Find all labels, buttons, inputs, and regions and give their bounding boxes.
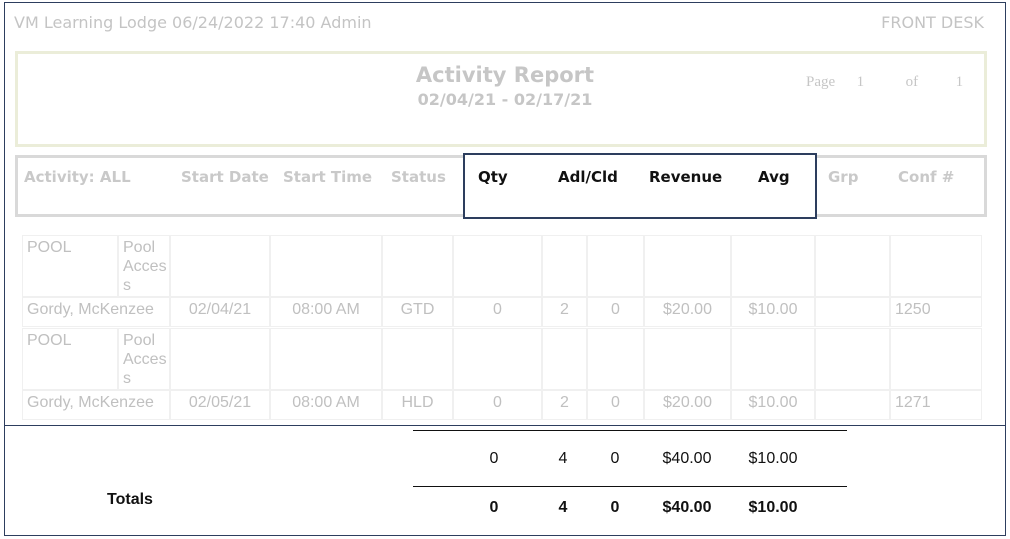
totals-rule (413, 486, 847, 487)
qty-cell: 0 (453, 297, 542, 327)
col-header-grp: Grp (828, 168, 859, 186)
empty-cell (542, 328, 587, 390)
col-header-conf: Conf # (898, 168, 955, 186)
empty-cell (890, 235, 982, 297)
subtotal-qty: 0 (489, 450, 499, 467)
department-label: FRONT DESK (881, 13, 984, 32)
grp-cell (815, 390, 890, 420)
total-children: 0 (610, 499, 620, 516)
empty-cell (644, 235, 731, 297)
activity-cell: POOL (22, 235, 118, 297)
empty-cell (270, 328, 382, 390)
empty-cell (731, 235, 815, 297)
col-header-status: Status (391, 168, 446, 186)
empty-cell (815, 328, 890, 390)
subtotal-avg: $10.00 (748, 450, 798, 467)
subtotal-adults: 4 (558, 450, 568, 467)
empty-cell (890, 328, 982, 390)
col-header-qty: Qty (478, 168, 508, 186)
col-header-activity: Activity: ALL (24, 168, 131, 186)
empty-cell (644, 328, 731, 390)
report-title: Activity Report (415, 63, 595, 87)
highlighted-columns (463, 153, 817, 219)
totals-section (4, 425, 1006, 536)
avg-cell: $10.00 (731, 297, 815, 327)
page-current: 1 (856, 74, 865, 90)
page-indicator: Page 1 of 1 (806, 74, 963, 91)
status-cell: HLD (382, 390, 453, 420)
page-label: Page (806, 74, 836, 90)
empty-cell (382, 235, 453, 297)
sub-activity-cell: Pool Access (118, 235, 170, 297)
page-total: 1 (955, 74, 964, 90)
guest-name-cell: Gordy, McKenzee (22, 297, 170, 327)
sub-activity-cell: Pool Access (118, 328, 170, 390)
report-header-info: VM Learning Lodge 06/24/2022 17:40 Admin (14, 13, 372, 32)
report-date-range: 02/04/21 - 02/17/21 (417, 90, 593, 109)
title-box (15, 51, 987, 147)
col-header-revenue: Revenue (649, 168, 723, 186)
empty-cell (170, 328, 270, 390)
conf-cell: 1271 (890, 390, 982, 420)
empty-cell (815, 235, 890, 297)
subtotal-revenue: $40.00 (662, 450, 712, 467)
grp-cell (815, 297, 890, 327)
total-avg: $10.00 (748, 499, 798, 516)
empty-cell (587, 235, 644, 297)
adults-cell: 2 (542, 390, 587, 420)
adults-cell: 2 (542, 297, 587, 327)
subtotal-children: 0 (610, 450, 620, 467)
empty-cell (587, 328, 644, 390)
empty-cell (731, 328, 815, 390)
col-header-start-date: Start Date (181, 168, 269, 186)
start-time-cell: 08:00 AM (270, 297, 382, 327)
col-header-adl-cld: Adl/Cld (558, 168, 618, 186)
total-adults: 4 (558, 499, 568, 516)
empty-cell (382, 328, 453, 390)
qty-cell: 0 (453, 390, 542, 420)
empty-cell (453, 235, 542, 297)
total-revenue: $40.00 (662, 499, 712, 516)
empty-cell (542, 235, 587, 297)
status-cell: GTD (382, 297, 453, 327)
page-of-label: of (905, 74, 919, 90)
start-time-cell: 08:00 AM (270, 390, 382, 420)
start-date-cell: 02/04/21 (170, 297, 270, 327)
empty-cell (453, 328, 542, 390)
empty-cell (270, 235, 382, 297)
total-qty: 0 (489, 499, 499, 516)
children-cell: 0 (587, 390, 644, 420)
activity-cell: POOL (22, 328, 118, 390)
revenue-cell: $20.00 (644, 297, 731, 327)
guest-name-cell: Gordy, McKenzee (22, 390, 170, 420)
children-cell: 0 (587, 297, 644, 327)
empty-cell (170, 235, 270, 297)
avg-cell: $10.00 (731, 390, 815, 420)
start-date-cell: 02/05/21 (170, 390, 270, 420)
totals-label: Totals (107, 491, 153, 508)
subtotal-top-rule (413, 430, 847, 431)
col-header-avg: Avg (758, 168, 790, 186)
col-header-start-time: Start Time (283, 168, 373, 186)
revenue-cell: $20.00 (644, 390, 731, 420)
conf-cell: 1250 (890, 297, 982, 327)
